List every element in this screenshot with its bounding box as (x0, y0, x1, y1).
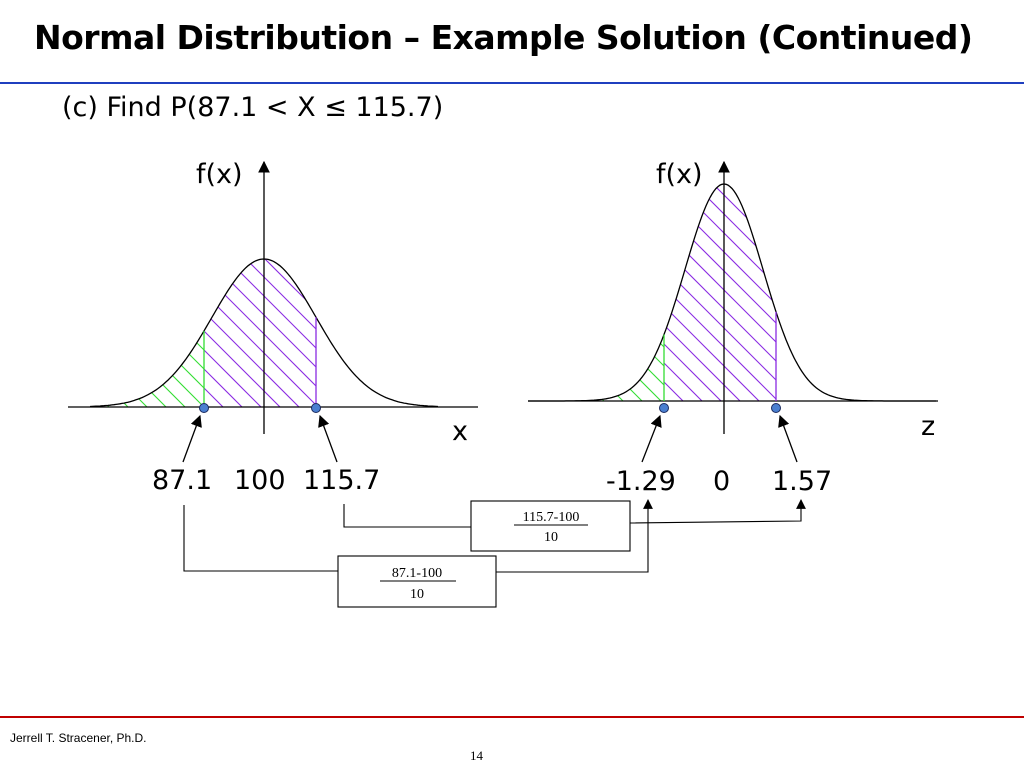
right-value-lower: -1.29 (606, 466, 676, 497)
left-value-lower: 87.1 (152, 465, 212, 496)
title-divider (0, 82, 1024, 84)
hatch-line-purple (745, 184, 776, 401)
connector-upper-in (343, 504, 471, 528)
hatch-line-green (90, 330, 167, 407)
hatch-line-purple (204, 259, 316, 407)
hatch-line-green (628, 334, 664, 401)
right-tail-region (528, 334, 664, 401)
hatch-line-green (571, 334, 664, 401)
hatch-line-purple (240, 259, 316, 407)
hatch-line-green (528, 334, 548, 401)
hatch-line-green (528, 334, 586, 401)
footer-divider (0, 716, 1024, 718)
hatch-line-green (90, 330, 204, 407)
right-upper-arrow (778, 414, 798, 463)
hatch-line-green (528, 334, 624, 401)
right-lower-point (659, 403, 669, 413)
hatch-line-purple (764, 184, 776, 401)
hatch-line-green (90, 330, 204, 407)
left-lower-point (199, 403, 209, 413)
hatch-line-purple (204, 259, 243, 407)
upper-conversion-box: 115.7-100 10 (470, 500, 631, 552)
left-lower-arrow (182, 414, 202, 463)
hatch-line-purple (664, 184, 741, 401)
hatch-line-green (528, 334, 529, 401)
page-number: 14 (470, 748, 483, 763)
hatch-line-purple (688, 184, 776, 401)
hatch-line-purple (664, 184, 776, 401)
hatch-line-green (528, 334, 664, 401)
connector-lower-in (183, 505, 338, 572)
hatch-line-purple (669, 184, 776, 401)
right-y-axis-label: f(x) (656, 159, 703, 190)
left-x-axis-label: x (452, 416, 468, 447)
left-plot: f(x) x 87.1 100 115.7 (68, 159, 478, 496)
hatch-line-green (90, 330, 110, 407)
hatch-line-purple (664, 184, 760, 401)
hatch-line-purple (204, 259, 262, 407)
hatch-line-purple (664, 184, 703, 401)
hatch-line-purple (204, 259, 281, 407)
hatch-line-purple (664, 184, 776, 401)
problem-statement: (c) Find P(87.1 < X ≤ 115.7) (62, 92, 444, 123)
hatch-line-green (609, 334, 664, 401)
hatch-line-purple (259, 259, 316, 407)
right-value-upper: 1.57 (772, 466, 832, 497)
hatch-line-purple (204, 259, 316, 407)
right-plot: f(x) z -1.29 0 1.57 (528, 159, 938, 497)
hatch-line-purple (297, 259, 316, 407)
hatch-line-purple (664, 184, 665, 401)
connector-lower-out (496, 499, 653, 573)
left-value-mean: 100 (234, 465, 286, 496)
hatch-line-green (528, 334, 567, 401)
hatch-line-green (528, 334, 662, 401)
left-y-axis-label: f(x) (196, 159, 243, 190)
left-normal-curve (89, 258, 439, 408)
hatch-line-green (528, 334, 605, 401)
left-tail-region (90, 330, 204, 407)
lower-box-denominator: 10 (410, 587, 424, 602)
left-upper-arrow (318, 414, 338, 463)
lower-box-numerator: 87.1-100 (392, 566, 442, 581)
conversion-connectors (183, 499, 806, 573)
right-x-axis-label: z (921, 411, 935, 442)
hatch-line-green (528, 334, 664, 401)
left-shaded-region (204, 259, 316, 407)
hatch-line-purple (726, 184, 776, 401)
hatch-line-green (90, 330, 186, 407)
right-normal-curve (528, 183, 936, 402)
hatch-line-purple (664, 184, 776, 401)
hatch-line-purple (204, 259, 300, 407)
hatch-line-purple (664, 184, 776, 401)
hatch-line-green (528, 334, 643, 401)
left-value-upper: 115.7 (303, 465, 380, 496)
lower-conversion-box: 87.1-100 10 (337, 555, 497, 608)
upper-box-numerator: 115.7-100 (523, 510, 580, 525)
upper-box-denominator: 10 (544, 530, 558, 545)
hatch-line-purple (204, 259, 316, 407)
right-lower-arrow (641, 414, 662, 463)
hatch-line-green (90, 330, 129, 407)
left-upper-point (311, 403, 321, 413)
right-value-mean: 0 (713, 466, 730, 497)
hatch-line-purple (664, 184, 722, 401)
connector-upper-out (629, 499, 806, 524)
hatch-line-purple (707, 184, 776, 401)
hatch-line-green (590, 334, 664, 401)
footer-author: Jerrell T. Stracener, Ph.D. (10, 731, 147, 745)
hatch-line-green (528, 334, 664, 401)
hatch-line-green (90, 330, 91, 407)
hatch-line-purple (221, 259, 316, 407)
hatch-line-green (647, 334, 664, 401)
right-shaded-region (664, 184, 776, 401)
right-upper-point (771, 403, 781, 413)
hatch-line-purple (664, 184, 684, 401)
slide-title: Normal Distribution – Example Solution (… (34, 18, 973, 57)
hatch-line-purple (278, 259, 316, 407)
hatch-line-green (90, 330, 148, 407)
